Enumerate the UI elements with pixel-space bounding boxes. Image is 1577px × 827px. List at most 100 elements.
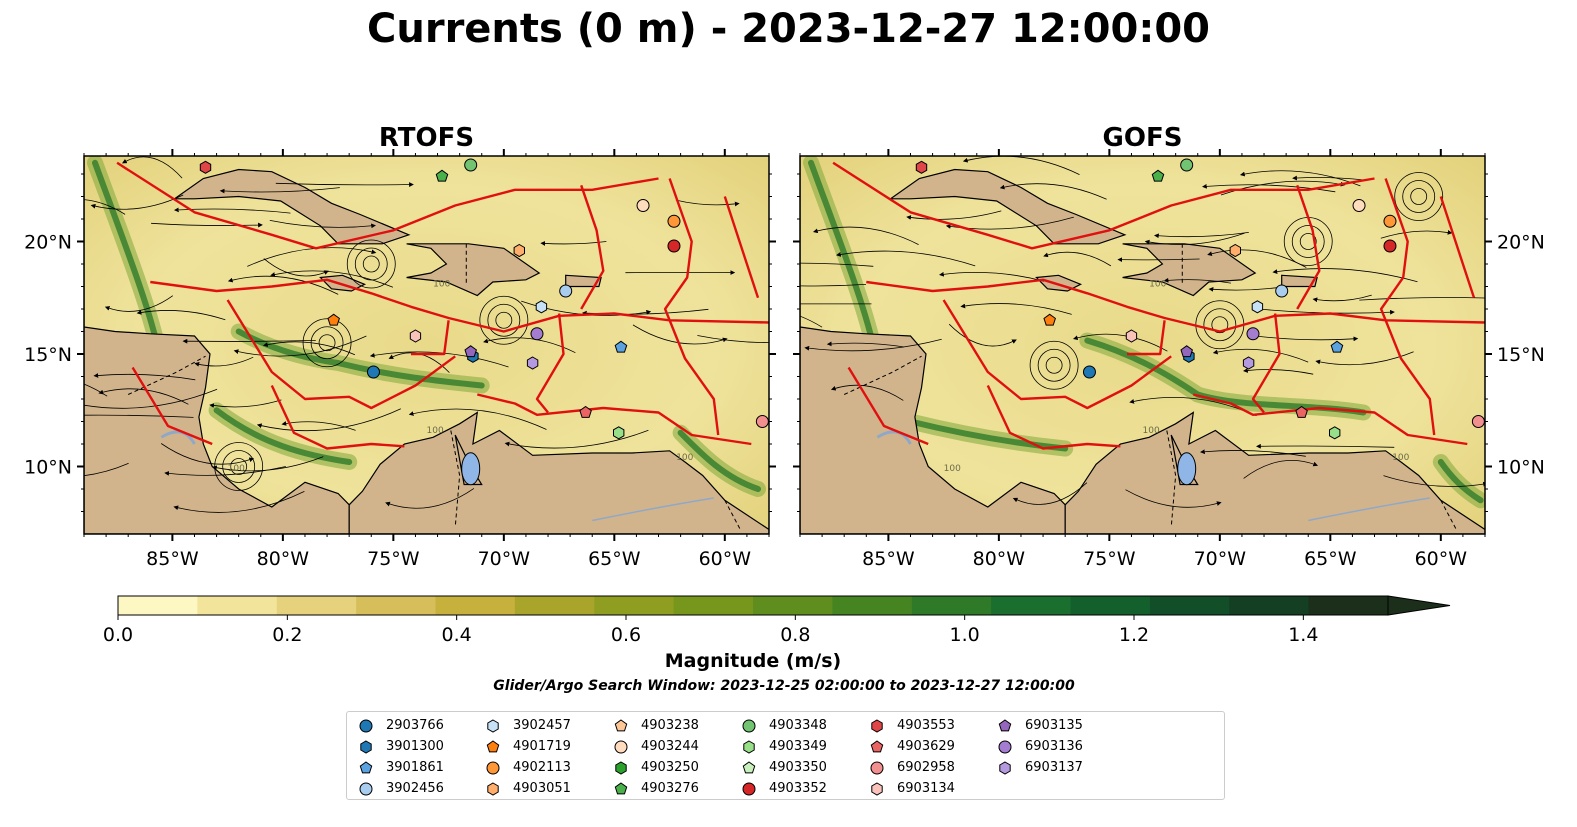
colorbar-bin [435, 596, 516, 615]
legend-label: 4903238 [641, 718, 699, 733]
eddy-ring [1045, 356, 1063, 374]
streamline [247, 247, 377, 267]
contour-label: 100 [228, 464, 245, 474]
station-marker [199, 160, 212, 174]
legend-marker-pentagon-icon [614, 781, 628, 794]
eddy-ring [310, 326, 344, 360]
legend-marker [360, 739, 372, 754]
legend-label: 4903629 [897, 739, 955, 754]
streamline [812, 226, 919, 245]
legend-item: 4903352 [738, 778, 827, 799]
station-marker [1180, 158, 1194, 172]
legend-column: 3902457 4901719 4902113 4903051 [482, 715, 571, 799]
legend-item: 4903629 [866, 736, 955, 757]
lake-maracaibo [1177, 452, 1197, 486]
streamline [800, 262, 874, 267]
station-marker [435, 169, 449, 182]
legend-marker-circle-icon [614, 740, 628, 753]
colorbar-tick-label: 1.2 [1119, 624, 1149, 646]
search-window-note: Glider/Argo Search Window: 2023-12-25 02… [493, 678, 1075, 694]
streamline [84, 388, 218, 409]
streamline [98, 388, 189, 405]
legend-label: 4903349 [769, 739, 827, 754]
eddy-ring [1299, 233, 1317, 250]
y-tick-label: 20°N [1497, 232, 1545, 254]
eez-boundary [535, 313, 565, 414]
streamline [1012, 482, 1088, 505]
streamline [84, 383, 108, 397]
legend-label: 6902958 [897, 760, 955, 775]
legend-marker-hexagon-icon [615, 760, 627, 775]
colorbar-label: Magnitude (m/s) [664, 650, 842, 672]
streamline [1202, 183, 1336, 193]
streamline [262, 341, 356, 356]
x-tick-label: 75°W [1083, 548, 1136, 570]
station-marker [1352, 199, 1366, 212]
streamline [408, 408, 547, 430]
land-puerto-rico [1281, 274, 1318, 288]
streamline [1292, 175, 1365, 181]
streamline [1315, 351, 1414, 366]
legend-marker-pentagon-icon [614, 718, 628, 731]
legend-marker-hexagon-icon [871, 718, 883, 733]
station-marker [530, 327, 544, 341]
eddy-ring [487, 303, 521, 337]
x-tick-label: 75°W [367, 548, 420, 570]
colorbar-bin [1229, 596, 1310, 615]
contour-label: 100 [433, 280, 450, 290]
colorbar-bin [356, 596, 436, 615]
eez-boundary [1379, 178, 1436, 436]
station-marker [1082, 365, 1096, 379]
streamline [1144, 232, 1245, 245]
contour-label: 100 [427, 426, 444, 436]
legend-item: 6903137 [994, 757, 1083, 778]
x-tick-label: 65°W [1304, 548, 1357, 570]
streamline [483, 337, 576, 354]
streamline [906, 210, 1002, 220]
colorbar-tick-label: 0.4 [442, 624, 472, 646]
legend-marker-pentagon-icon [486, 739, 500, 752]
colorbar-bin [832, 596, 913, 615]
legend-label: 6903137 [1025, 760, 1083, 775]
legend-marker-pentagon-icon [742, 760, 756, 773]
eez-boundary [131, 366, 213, 446]
colorbar-bin [276, 596, 357, 615]
legend-label: 4903350 [769, 760, 827, 775]
streamline [1163, 277, 1231, 284]
station-marker [1330, 340, 1344, 353]
streamline [84, 414, 194, 418]
streamline [227, 275, 339, 295]
legend-marker [614, 718, 628, 731]
colorbar-tick-label: 0.8 [780, 624, 810, 646]
legend-marker [614, 781, 628, 794]
legend-item: 4903244 [610, 736, 699, 757]
legend-label: 3902457 [513, 718, 571, 733]
legend-label: 3901300 [386, 739, 444, 754]
legend-marker [486, 761, 500, 774]
streamline [960, 303, 1072, 315]
eddy-ring [346, 239, 396, 289]
eddy-ring [1211, 316, 1229, 334]
eddy-ring [362, 255, 380, 273]
legend-marker [615, 760, 627, 775]
figure-title: Currents (0 m) - 2023-12-27 12:00:00 [367, 6, 1210, 52]
legend-item: 4901719 [482, 736, 571, 757]
colorbar-tick-label: 1.0 [950, 624, 980, 646]
legend-label: 4901719 [513, 739, 571, 754]
legend-marker-hexagon-icon [487, 781, 499, 796]
eez-boundary [226, 299, 456, 410]
station-marker [1251, 300, 1264, 314]
panel-title: RTOFS [379, 123, 474, 153]
eez-boundary [832, 161, 1375, 250]
streamline [1125, 489, 1222, 508]
streamline [275, 182, 414, 187]
streamline [1243, 460, 1319, 479]
land-puerto-rico [565, 274, 602, 288]
station-marker [614, 340, 628, 353]
legend-item: 6902958 [866, 757, 955, 778]
streamline [209, 399, 282, 408]
streamline [1154, 232, 1249, 239]
streamline [962, 156, 1080, 175]
legend-marker-circle-icon [486, 761, 500, 774]
